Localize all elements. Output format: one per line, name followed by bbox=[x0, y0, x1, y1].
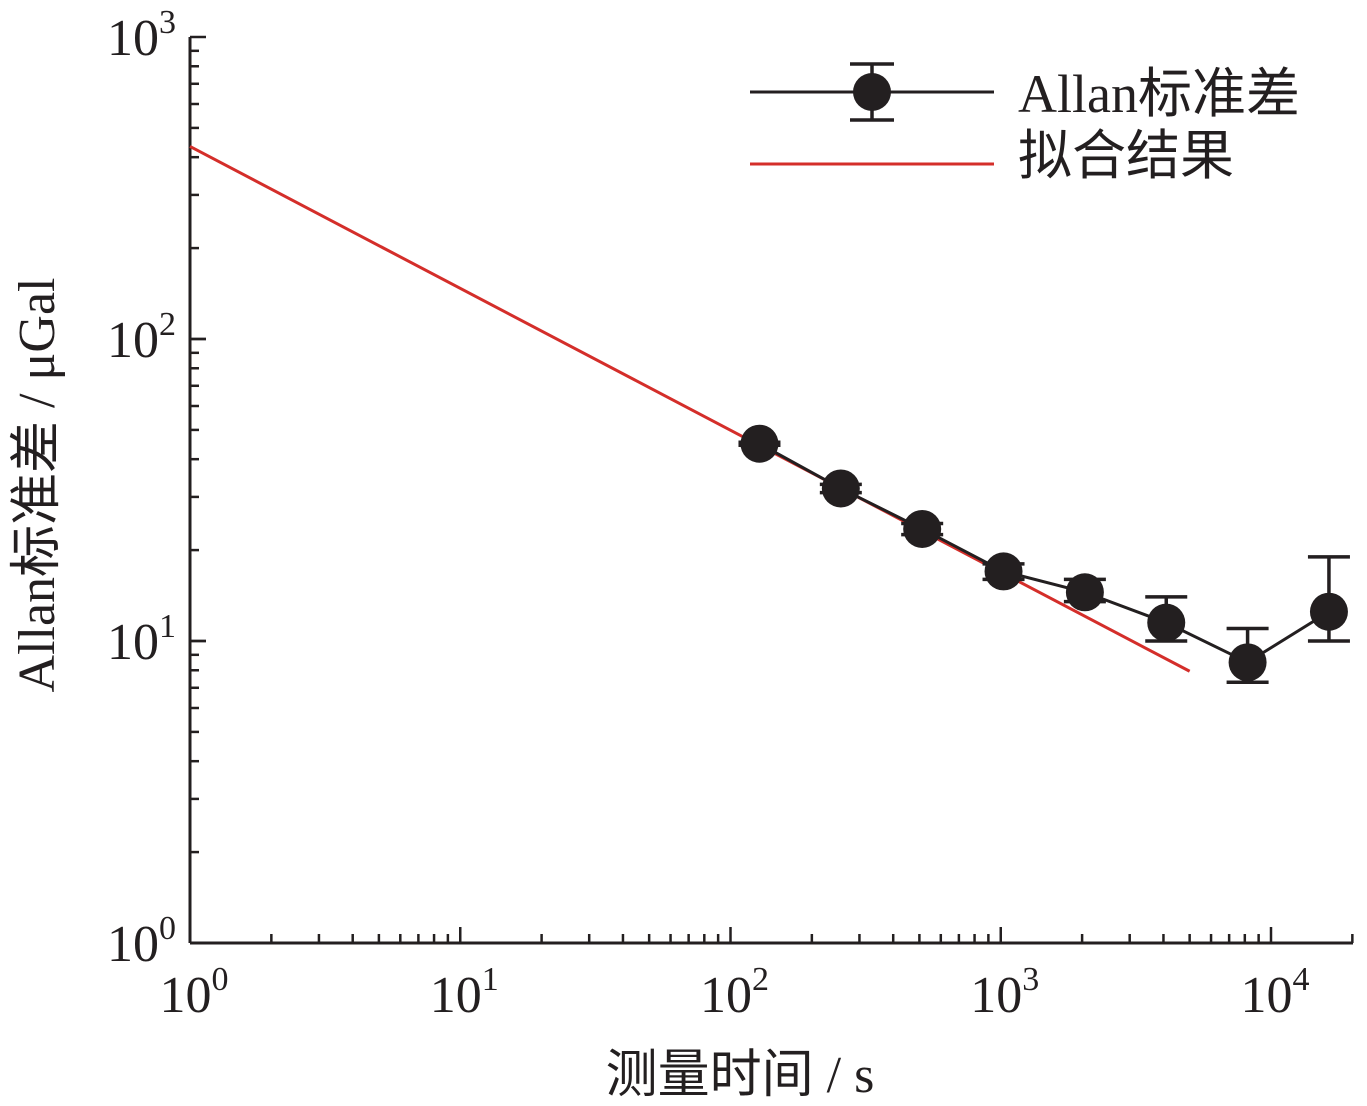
legend-item-allan: Allan标准差 bbox=[750, 62, 1300, 124]
tick-label-base: 10 bbox=[160, 967, 212, 1024]
data-point bbox=[1065, 573, 1104, 612]
x-tick-label: 103 bbox=[970, 961, 1039, 1024]
axes bbox=[188, 37, 1353, 945]
data-point bbox=[984, 552, 1023, 591]
tick-label-base: 10 bbox=[1241, 967, 1293, 1024]
data-series-layer bbox=[738, 424, 1350, 685]
tick-label-exponent: 2 bbox=[752, 961, 769, 998]
tick-label-base: 10 bbox=[107, 614, 159, 671]
tick-label-exponent: 2 bbox=[159, 306, 176, 343]
x-tick-label: 102 bbox=[700, 961, 769, 1024]
fit-line bbox=[189, 145, 1191, 673]
tick-label-base: 10 bbox=[700, 967, 752, 1024]
tick-label-exponent: 4 bbox=[1293, 961, 1310, 998]
data-point bbox=[1147, 603, 1186, 642]
data-point bbox=[821, 469, 860, 508]
x-axis-label: 测量时间 / s bbox=[606, 1047, 875, 1104]
tick-label-exponent: 1 bbox=[159, 608, 176, 645]
x-tick-label: 104 bbox=[1241, 961, 1310, 1024]
x-tick-label: 100 bbox=[160, 961, 229, 1024]
y-tick-label: 103 bbox=[107, 4, 176, 67]
fit-line-layer bbox=[189, 145, 1191, 673]
data-point bbox=[903, 509, 942, 548]
y-axis-label: Allan标准差 / μGal bbox=[9, 278, 66, 693]
legend-label-allan: Allan标准差 bbox=[1018, 64, 1300, 124]
tick-label-base: 10 bbox=[970, 967, 1022, 1024]
y-tick-label: 101 bbox=[107, 608, 176, 671]
tick-label-exponent: 0 bbox=[159, 910, 176, 947]
y-tick-label: 100 bbox=[107, 910, 176, 973]
x-tick-label: 101 bbox=[430, 961, 499, 1024]
legend-item-fit: 拟合结果 bbox=[750, 126, 1234, 186]
tick-label-base: 10 bbox=[107, 916, 159, 973]
tick-label-exponent: 1 bbox=[482, 961, 499, 998]
data-point bbox=[1309, 592, 1348, 631]
tick-label-exponent: 3 bbox=[1022, 961, 1039, 998]
tick-label-exponent: 3 bbox=[159, 4, 176, 41]
tick-label-base: 10 bbox=[107, 10, 159, 67]
tick-label-exponent: 0 bbox=[212, 961, 229, 998]
data-point bbox=[740, 424, 779, 463]
tick-label-base: 10 bbox=[107, 312, 159, 369]
legend-label-fit: 拟合结果 bbox=[1018, 126, 1234, 186]
data-point bbox=[1228, 643, 1267, 682]
legend-marker bbox=[853, 73, 891, 111]
tick-label-base: 10 bbox=[430, 967, 482, 1024]
y-tick-label: 102 bbox=[107, 306, 176, 369]
